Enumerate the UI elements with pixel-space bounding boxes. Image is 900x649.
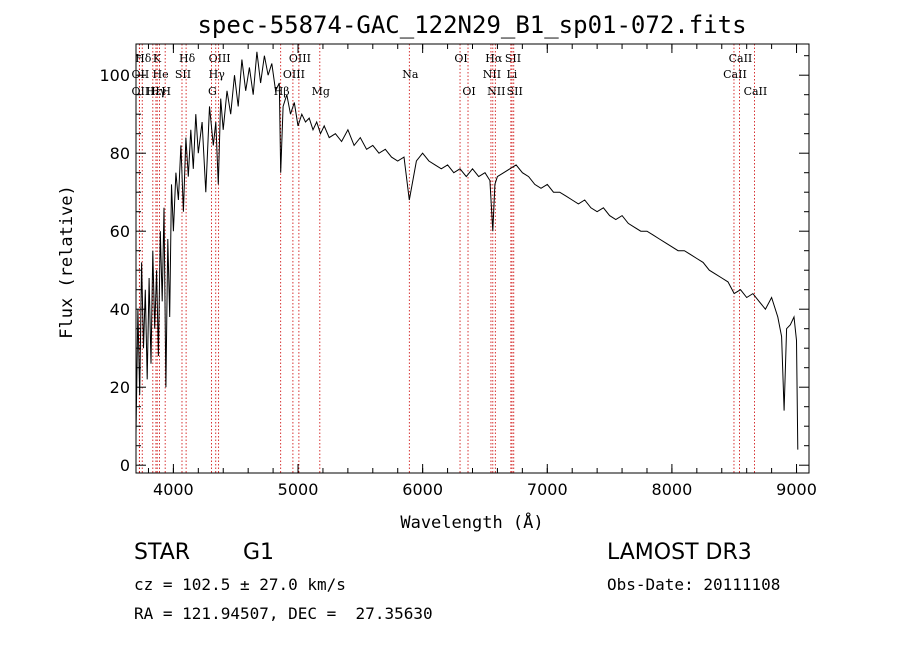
line-marker-label: Hα	[485, 52, 503, 65]
x-tick-label: 7000	[527, 480, 568, 499]
line-marker-label: G	[208, 85, 217, 98]
x-tick-label: 9000	[776, 480, 817, 499]
line-marker-label: OII	[132, 68, 150, 81]
line-marker-label: Hε	[146, 85, 162, 98]
line-marker-label: Hδ	[135, 52, 152, 65]
spectrum-line	[135, 51, 799, 450]
line-marker-label: Hβ	[274, 85, 290, 98]
y-tick-label: 20	[110, 378, 130, 397]
line-marker-label: CaII	[729, 52, 753, 65]
y-tick-label: 60	[110, 222, 130, 241]
line-marker-label: Li	[506, 68, 517, 81]
x-axis-label: Wavelength (Å)	[400, 511, 543, 533]
line-marker-label: Mg	[312, 85, 330, 98]
line-marker-label: OIII	[209, 52, 231, 65]
line-marker-label: Hδ	[179, 52, 196, 65]
x-tick-label: 8000	[652, 480, 693, 499]
line-marker-label: Hγ	[209, 68, 226, 81]
line-marker-label: OIII	[289, 52, 311, 65]
line-marker-label: Na	[402, 68, 419, 81]
line-marker-label: SII	[505, 52, 521, 65]
x-tick-label: 4000	[153, 480, 194, 499]
line-marker-label: NII	[483, 68, 501, 81]
line-marker-label: OIII	[283, 68, 305, 81]
line-marker-label: He	[153, 68, 169, 81]
redshift-velocity: cz = 102.5 ± 27.0 km/s	[134, 575, 346, 594]
y-tick-label: 100	[99, 66, 130, 85]
line-marker-label: CaII	[723, 68, 747, 81]
survey-name: LAMOST DR3	[607, 540, 752, 565]
y-axis-label: Flux (relative)	[57, 185, 77, 339]
plot-frame	[135, 43, 810, 474]
y-tick-label: 80	[110, 144, 130, 163]
line-marker-label: OI	[462, 85, 475, 98]
x-tick-label: 5000	[278, 480, 319, 499]
line-marker-label: Hγ	[150, 85, 167, 98]
axes: 4000 5000 6000 7000 8000 9000 0 20 40 60 80 100	[99, 44, 817, 499]
observation-date: Obs-Date: 20111108	[607, 575, 781, 594]
y-tick-label: 0	[120, 456, 130, 475]
object-type: STAR	[134, 540, 191, 565]
y-tick-label: 40	[110, 300, 130, 319]
line-marker-label: H	[161, 85, 171, 98]
x-tick-label: 6000	[402, 480, 443, 499]
spectral-line-markers: HδOIIOIIHεKHeSIIHHγHδOIIIHγGOIIIHβOIIIMg…	[132, 44, 768, 473]
coordinates: RA = 121.94507, DEC = 27.35630	[134, 604, 433, 623]
line-marker-label: SII	[507, 85, 523, 98]
line-marker-label: OI	[454, 52, 467, 65]
chart-title: spec-55874-GAC_122N29_B1_sp01-072.fits	[197, 11, 746, 39]
line-marker-label: NII	[487, 85, 505, 98]
line-marker-label: CaII	[744, 85, 768, 98]
line-marker-label: SII	[175, 68, 191, 81]
subclass: G1	[243, 540, 275, 565]
